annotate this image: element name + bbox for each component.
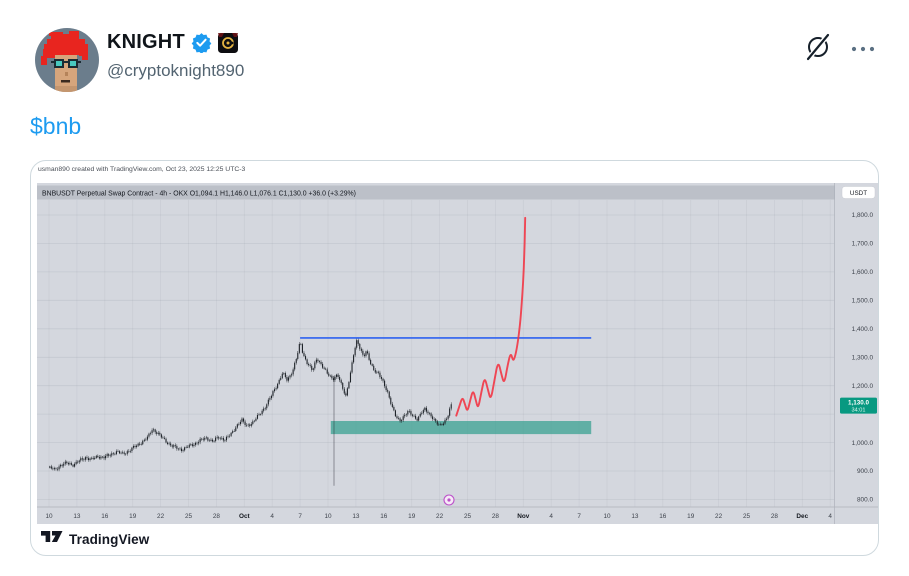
user-handle[interactable]: @cryptoknight890 (107, 61, 245, 80)
tradingview-logo-icon (41, 529, 63, 549)
tradingview-chart: BNBUSDT Perpetual Swap Contract - 4h - O… (37, 183, 878, 524)
svg-text:1,130.0: 1,130.0 (848, 400, 870, 407)
time-tick-label: 10 (45, 513, 53, 520)
time-tick-label: 22 (157, 513, 165, 520)
time-tick-label: 4 (270, 513, 274, 520)
time-tick-label: 10 (324, 513, 332, 520)
chart-attribution: usman890 created with TradingView.com, O… (38, 166, 246, 173)
time-tick-label: 16 (101, 513, 109, 520)
time-tick-label: 4 (828, 513, 832, 520)
price-tick-label: 1,700.0 (852, 241, 874, 248)
display-name[interactable]: KNIGHT (107, 31, 185, 53)
price-tick-label: 900.0 (857, 468, 873, 475)
time-tick-label: 13 (631, 513, 639, 520)
time-tick-label: 28 (771, 513, 779, 520)
time-tick-label: 25 (464, 513, 472, 520)
time-tick-label: 16 (380, 513, 388, 520)
time-tick-label: 19 (129, 513, 137, 520)
chart-legend: BNBUSDT Perpetual Swap Contract - 4h - O… (42, 191, 356, 198)
time-tick-label: 13 (73, 513, 81, 520)
time-tick-label: 25 (185, 513, 193, 520)
time-tick-label: 16 (659, 513, 667, 520)
avatar[interactable] (35, 28, 99, 92)
tradingview-wordmark: TradingView (69, 531, 150, 547)
tradingview-watermark: TradingView (41, 529, 149, 549)
last-price-label: 1,130.034:01 (840, 397, 877, 414)
projection-drawing (455, 216, 527, 417)
svg-text:34:01: 34:01 (852, 408, 866, 414)
currency-toggle-usdt: USDT (841, 186, 876, 199)
more-menu-icon[interactable] (849, 41, 877, 59)
user-name-row[interactable]: KNIGHT (107, 31, 238, 54)
chart-image-card[interactable]: usman890 created with TradingView.com, O… (30, 160, 879, 556)
price-tick-label: 1,300.0 (852, 354, 874, 361)
axis-separators (37, 183, 878, 524)
time-tick-label: 25 (743, 513, 751, 520)
time-tick-label: 7 (298, 513, 302, 520)
candle-bodies (49, 340, 452, 470)
grok-icon[interactable] (804, 33, 832, 66)
cryptopunk-avatar-image (35, 28, 99, 92)
price-tick-label: 1,800.0 (852, 212, 874, 219)
svg-text:USDT: USDT (850, 190, 867, 197)
price-tick-label: 1,500.0 (852, 298, 874, 305)
price-tick-label: 1,600.0 (852, 269, 874, 276)
support-zone (330, 421, 592, 435)
time-tick-label: 22 (436, 513, 444, 520)
price-tick-label: 1,000.0 (852, 440, 874, 447)
affiliate-badge-icon[interactable] (217, 32, 238, 53)
time-tick-label: 22 (715, 513, 723, 520)
time-tick-label: 19 (408, 513, 416, 520)
time-tick-label: 7 (577, 513, 581, 520)
price-tick-label: 800.0 (857, 497, 873, 504)
tweet-cashtag[interactable]: $bnb (30, 113, 82, 139)
time-tick-label: 4 (549, 513, 553, 520)
time-tick-label: Oct (239, 513, 251, 520)
v-gridlines (48, 200, 831, 507)
legend-bar (37, 185, 835, 200)
h-gridlines (37, 214, 835, 500)
event-marker-icon (443, 494, 455, 506)
time-tick-label: 19 (687, 513, 695, 520)
price-tick-label: 1,200.0 (852, 383, 874, 390)
time-tick-label: 10 (603, 513, 611, 520)
chart-panel-bg (37, 183, 878, 524)
time-tick-label: 13 (352, 513, 360, 520)
time-tick-label: Dec (796, 513, 808, 520)
price-tick-label: 1,400.0 (852, 326, 874, 333)
time-tick-label: 28 (492, 513, 500, 520)
verified-badge-icon (191, 32, 212, 53)
time-tick-label: 28 (213, 513, 221, 520)
time-tick-label: Nov (517, 513, 530, 520)
